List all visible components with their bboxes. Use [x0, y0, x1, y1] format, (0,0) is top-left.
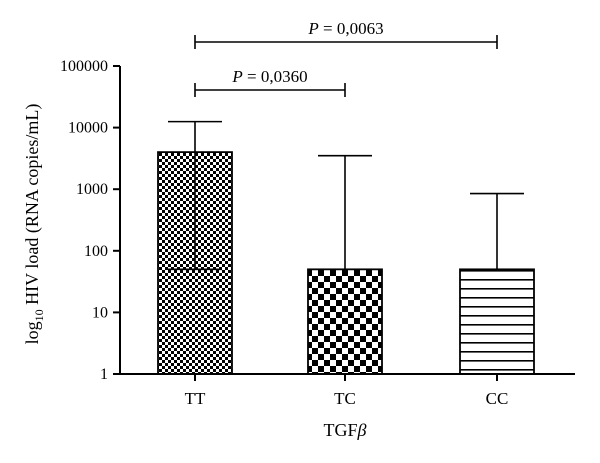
- x-axis-label-symbol: β: [357, 420, 367, 440]
- y-tick-label: 100: [84, 243, 108, 260]
- p-value-number: = 0,0063: [319, 19, 384, 38]
- bar-cc: [459, 268, 535, 375]
- bars: [157, 120, 535, 375]
- x-axis-label-text: TGF: [324, 420, 358, 440]
- y-tick-label: 10000: [68, 120, 108, 137]
- y-tick-label: 1000: [76, 181, 108, 198]
- x-tick-label: TC: [334, 389, 356, 408]
- y-axis-label-subscript: 10: [32, 309, 46, 321]
- p-value-number: = 0,0360: [243, 67, 308, 86]
- y-tick-label: 100000: [60, 58, 108, 75]
- p-value-label: P = 0,0360: [231, 67, 307, 86]
- x-axis: TT TC CC: [120, 373, 575, 408]
- p-value-label: P = 0,0063: [307, 19, 383, 38]
- y-axis-label-text: HIV load (RNA copies/mL): [22, 104, 43, 310]
- y-axis: 1 10 100 1000 10000 100000: [60, 58, 121, 383]
- x-tick-label: TT: [185, 389, 206, 408]
- y-axis-label-log: log: [22, 321, 42, 344]
- y-axis-label: log10 HIV load (RNA copies/mL): [22, 104, 46, 345]
- p-value-symbol: P: [231, 67, 242, 86]
- y-tick-label: 1: [100, 366, 108, 383]
- p-value-symbol: P: [307, 19, 318, 38]
- bar-tc: [307, 268, 383, 375]
- x-axis-label: TGFβ: [324, 420, 367, 440]
- y-tick-label: 10: [92, 304, 108, 321]
- x-tick-label: CC: [486, 389, 509, 408]
